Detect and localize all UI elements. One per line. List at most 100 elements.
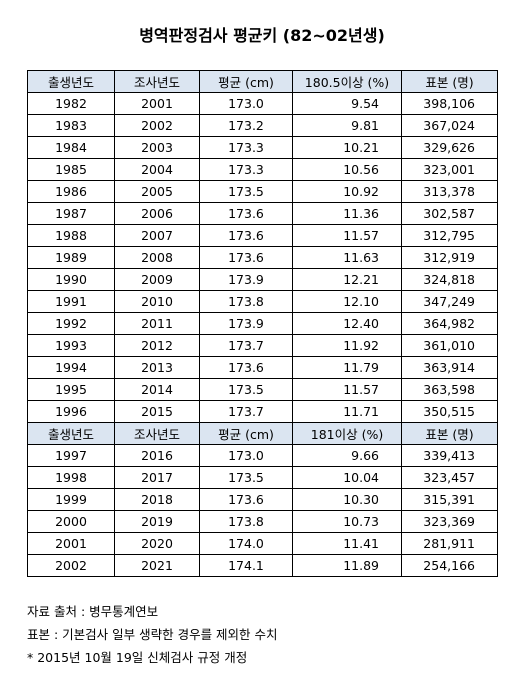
cell: 2020 xyxy=(114,532,200,555)
row: 1987 2006 173.6 11.36 302,587 xyxy=(27,202,498,225)
note: * 2015년 10월 19일 신체검사 규정 개정 xyxy=(27,650,248,665)
cell: 173.9 xyxy=(199,312,293,335)
row: 2000 2019 173.8 10.73 323,369 xyxy=(27,510,498,533)
cell: 1983 xyxy=(27,114,115,137)
cell: 2006 xyxy=(114,202,200,225)
row: 2001 2020 174.0 11.41 281,911 xyxy=(27,532,498,555)
row: 2002 2021 174.1 11.89 254,166 xyxy=(27,554,498,577)
cell: 173.0 xyxy=(199,92,293,115)
row: 1998 2017 173.5 10.04 323,457 xyxy=(27,466,498,489)
cell: 173.8 xyxy=(199,510,293,533)
cell: 1991 xyxy=(27,290,115,313)
cell: 1987 xyxy=(27,202,115,225)
cell: 2014 xyxy=(114,378,200,401)
cell: 367,024 xyxy=(401,114,498,137)
cell: 2005 xyxy=(114,180,200,203)
cell: 174.1 xyxy=(199,554,293,577)
cell: 173.6 xyxy=(199,224,293,247)
cell: 361,010 xyxy=(401,334,498,357)
cell: 173.6 xyxy=(199,202,293,225)
cell: 2017 xyxy=(114,466,200,489)
cell: 2015 xyxy=(114,400,200,423)
row: 1985 2004 173.3 10.56 323,001 xyxy=(27,158,498,181)
cell: 11.92 xyxy=(292,334,402,357)
note: 표본 : 기본검사 일부 생략한 경우를 제외한 수치 xyxy=(27,627,278,642)
cell: 12.21 xyxy=(292,268,402,291)
cell: 12.40 xyxy=(292,312,402,335)
cell: 2012 xyxy=(114,334,200,357)
cell: 312,919 xyxy=(401,246,498,269)
row: 1989 2008 173.6 11.63 312,919 xyxy=(27,246,498,269)
cell: 2009 xyxy=(114,268,200,291)
row: 1999 2018 173.6 10.30 315,391 xyxy=(27,488,498,511)
cell: 2001 xyxy=(114,92,200,115)
row: 1996 2015 173.7 11.71 350,515 xyxy=(27,400,498,423)
cell: 2004 xyxy=(114,158,200,181)
cell: 2013 xyxy=(114,356,200,379)
cell: 173.9 xyxy=(199,268,293,291)
cell: 11.57 xyxy=(292,378,402,401)
cell: 10.21 xyxy=(292,136,402,159)
cell: 173.0 xyxy=(199,444,293,467)
row: 1992 2011 173.9 12.40 364,982 xyxy=(27,312,498,335)
cell: 2008 xyxy=(114,246,200,269)
cell: 1982 xyxy=(27,92,115,115)
cell: 173.8 xyxy=(199,290,293,313)
header-cell: 조사년도 xyxy=(114,70,200,93)
cell: 173.6 xyxy=(199,356,293,379)
cell: 324,818 xyxy=(401,268,498,291)
cell: 11.36 xyxy=(292,202,402,225)
cell: 2001 xyxy=(27,532,115,555)
cell: 2018 xyxy=(114,488,200,511)
cell: 1993 xyxy=(27,334,115,357)
row: 1991 2010 173.8 12.10 347,249 xyxy=(27,290,498,313)
cell: 323,457 xyxy=(401,466,498,489)
cell: 2002 xyxy=(27,554,115,577)
header-row: 출생년도 조사년도 평균 (cm) 180.5이상 (%) 표본 (명) xyxy=(27,70,498,93)
cell: 1990 xyxy=(27,268,115,291)
row: 1994 2013 173.6 11.79 363,914 xyxy=(27,356,498,379)
cell: 2003 xyxy=(114,136,200,159)
row: 1984 2003 173.3 10.21 329,626 xyxy=(27,136,498,159)
cell: 1989 xyxy=(27,246,115,269)
header-cell: 181이상 (%) xyxy=(292,422,402,445)
cell: 11.89 xyxy=(292,554,402,577)
cell: 1992 xyxy=(27,312,115,335)
cell: 1985 xyxy=(27,158,115,181)
cell: 2010 xyxy=(114,290,200,313)
cell: 11.57 xyxy=(292,224,402,247)
cell: 1996 xyxy=(27,400,115,423)
cell: 315,391 xyxy=(401,488,498,511)
cell: 174.0 xyxy=(199,532,293,555)
cell: 173.5 xyxy=(199,378,293,401)
cell: 2011 xyxy=(114,312,200,335)
header-cell: 표본 (명) xyxy=(401,70,498,93)
cell: 363,914 xyxy=(401,356,498,379)
cell: 281,911 xyxy=(401,532,498,555)
cell: 173.5 xyxy=(199,466,293,489)
title: 병역판정검사 평균키 (82~02년생) xyxy=(139,26,385,45)
cell: 1999 xyxy=(27,488,115,511)
cell: 173.2 xyxy=(199,114,293,137)
cell: 2021 xyxy=(114,554,200,577)
cell: 9.66 xyxy=(292,444,402,467)
cell: 173.7 xyxy=(199,334,293,357)
cell: 9.81 xyxy=(292,114,402,137)
cell: 11.79 xyxy=(292,356,402,379)
row: 1988 2007 173.6 11.57 312,795 xyxy=(27,224,498,247)
header-row: 출생년도 조사년도 평균 (cm) 181이상 (%) 표본 (명) xyxy=(27,422,498,445)
cell: 398,106 xyxy=(401,92,498,115)
note: 자료 출처 : 병무통계연보 xyxy=(27,604,159,619)
cell: 12.10 xyxy=(292,290,402,313)
cell: 10.73 xyxy=(292,510,402,533)
row: 1993 2012 173.7 11.92 361,010 xyxy=(27,334,498,357)
row: 1982 2001 173.0 9.54 398,106 xyxy=(27,92,498,115)
cell: 11.63 xyxy=(292,246,402,269)
row: 1986 2005 173.5 10.92 313,378 xyxy=(27,180,498,203)
cell: 312,795 xyxy=(401,224,498,247)
header-cell: 출생년도 xyxy=(27,422,115,445)
cell: 1998 xyxy=(27,466,115,489)
cell: 2019 xyxy=(114,510,200,533)
